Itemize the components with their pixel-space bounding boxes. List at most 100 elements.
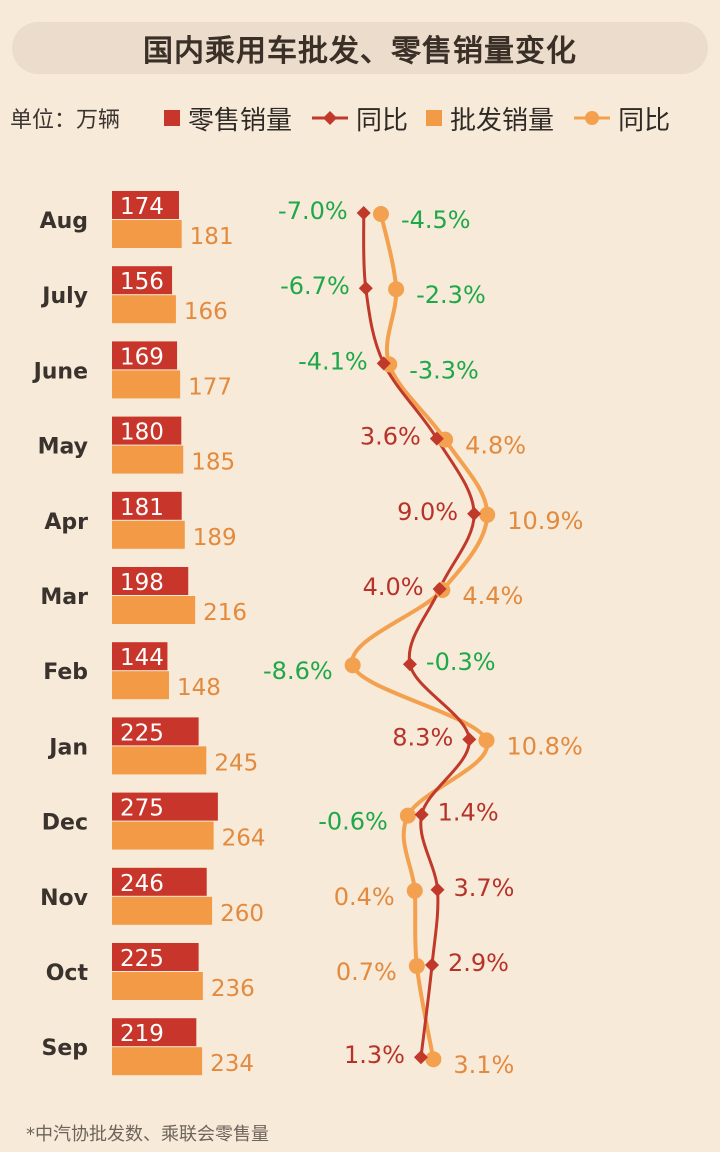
- legend-label-retail: 零售销量: [188, 105, 293, 136]
- wholesale-yoy-point: [408, 958, 425, 974]
- wholesale-bar: [112, 370, 181, 399]
- wholesale-bar: [112, 821, 214, 850]
- retail-yoy-label: 1.4%: [438, 799, 499, 827]
- legend-label-wholesale-yoy: 同比: [618, 105, 671, 136]
- retail-yoy-point: [430, 882, 445, 897]
- retail-bar: [112, 792, 218, 821]
- wholesale-bar: [112, 520, 185, 549]
- wholesale-value-label: 181: [190, 224, 234, 250]
- wholesale-bar: [112, 220, 182, 248]
- retail-yoy-point: [413, 1050, 428, 1065]
- legend-item-wholesale: 批发销量: [426, 100, 554, 137]
- retail-value-label: 174: [120, 194, 164, 220]
- retail-yoy-point: [414, 807, 429, 822]
- legend-swatch-wholesale-yoy: [574, 111, 611, 125]
- wholesale-yoy-point: [372, 206, 389, 222]
- category-label: Sep: [41, 1036, 88, 1061]
- retail-yoy-label: -4.1%: [298, 347, 368, 375]
- wholesale-yoy-label: -8.6%: [263, 657, 333, 685]
- wholesale-value-label: 260: [220, 901, 264, 927]
- retail-bar: [112, 341, 178, 370]
- retail-yoy-point: [462, 732, 477, 747]
- retail-bar: [112, 266, 173, 295]
- wholesale-value-label: 216: [203, 600, 247, 626]
- wholesale-value-label: 177: [188, 374, 232, 400]
- legend-swatch-retail-yoy: [312, 111, 349, 125]
- chart-title: 国内乘用车批发、零售销量变化: [143, 34, 577, 69]
- retail-bar: [112, 943, 199, 971]
- retail-bar: [112, 867, 207, 896]
- wholesale-bar: [112, 445, 184, 474]
- category-label: Nov: [40, 886, 89, 911]
- retail-yoy-point: [356, 206, 371, 220]
- retail-value-label: 225: [120, 720, 164, 746]
- wholesale-value-label: 189: [193, 525, 237, 551]
- wholesale-yoy-point: [344, 657, 361, 674]
- wholesale-value-label: 234: [210, 1051, 254, 1077]
- wholesale-yoy-label: 0.4%: [334, 883, 395, 911]
- retail-yoy-label: 4.0%: [363, 573, 424, 601]
- wholesale-value-label: 166: [184, 299, 228, 325]
- wholesale-bar: [112, 972, 203, 1000]
- retail-value-label: 219: [120, 1021, 164, 1047]
- category-label: Jan: [47, 735, 88, 760]
- legend-item-wholesale-yoy: 同比: [572, 100, 670, 137]
- wholesale-yoy-point: [406, 882, 423, 899]
- category-label: Oct: [46, 961, 89, 986]
- retail-yoy-label: -7.0%: [278, 197, 348, 225]
- retail-yoy-label: 8.3%: [392, 723, 453, 751]
- retail-bar: [112, 642, 168, 671]
- retail-bar: [112, 1018, 197, 1047]
- wholesale-yoy-label: 4.8%: [465, 432, 526, 460]
- retail-yoy-point: [358, 281, 373, 296]
- retail-yoy-label: 9.0%: [397, 498, 458, 526]
- wholesale-yoy-label: 4.4%: [462, 582, 523, 610]
- legend-item-retail: 零售销量: [164, 100, 292, 137]
- wholesale-yoy-label: -3.3%: [409, 356, 479, 384]
- retail-value-label: 169: [120, 344, 164, 370]
- wholesale-yoy-label: 0.7%: [336, 958, 397, 986]
- category-label: July: [40, 284, 88, 309]
- chart-title-bar: 国内乘用车批发、零售销量变化: [12, 22, 708, 74]
- retail-bar: [112, 491, 182, 520]
- chart-canvas: Aug 174 181 July 156 166 June 169 177 May 180 185 Ap…: [32, 191, 583, 1079]
- wholesale-bar: [112, 596, 196, 624]
- retail-yoy-label: 3.7%: [454, 874, 515, 902]
- retail-bar: [112, 567, 189, 595]
- wholesale-yoy-label: 10.9%: [507, 507, 583, 535]
- retail-yoy-point: [429, 431, 444, 446]
- category-label: May: [38, 435, 88, 460]
- retail-value-label: 246: [120, 871, 164, 897]
- wholesale-value-label: 236: [211, 976, 255, 1002]
- wholesale-yoy-label: -2.3%: [416, 281, 486, 309]
- wholesale-yoy-point: [388, 281, 405, 298]
- retail-yoy-label: 2.9%: [448, 949, 509, 977]
- retail-yoy-point: [402, 657, 417, 672]
- retail-yoy-label: 3.6%: [360, 423, 421, 451]
- footnote: *中汽协批发数、乘联会零售量: [26, 1124, 269, 1145]
- wholesale-yoy-point: [478, 732, 495, 749]
- category-label: Aug: [40, 209, 88, 234]
- category-label: Dec: [42, 811, 88, 836]
- retail-yoy-point: [376, 356, 391, 371]
- legend-swatch-retail: [164, 110, 181, 126]
- retail-bar: [112, 416, 182, 445]
- retail-bar: [112, 717, 199, 746]
- legend-label-wholesale: 批发销量: [450, 105, 555, 136]
- wholesale-bar: [112, 746, 207, 775]
- wholesale-value-label: 148: [177, 675, 221, 701]
- category-label: Feb: [43, 660, 88, 685]
- retail-value-label: 180: [120, 420, 164, 446]
- retail-value-label: 144: [120, 645, 164, 671]
- retail-yoy-point: [425, 958, 440, 972]
- wholesale-value-label: 185: [191, 450, 235, 476]
- wholesale-bar: [112, 896, 213, 925]
- wholesale-yoy-point: [437, 431, 454, 448]
- legend-swatch-wholesale: [426, 110, 443, 126]
- retail-yoy-point: [432, 582, 447, 596]
- legend-label-retail-yoy: 同比: [356, 105, 409, 136]
- retail-value-label: 225: [120, 946, 164, 972]
- wholesale-yoy-point: [399, 807, 416, 824]
- wholesale-yoy-point: [479, 506, 496, 523]
- retail-value-label: 181: [120, 495, 164, 521]
